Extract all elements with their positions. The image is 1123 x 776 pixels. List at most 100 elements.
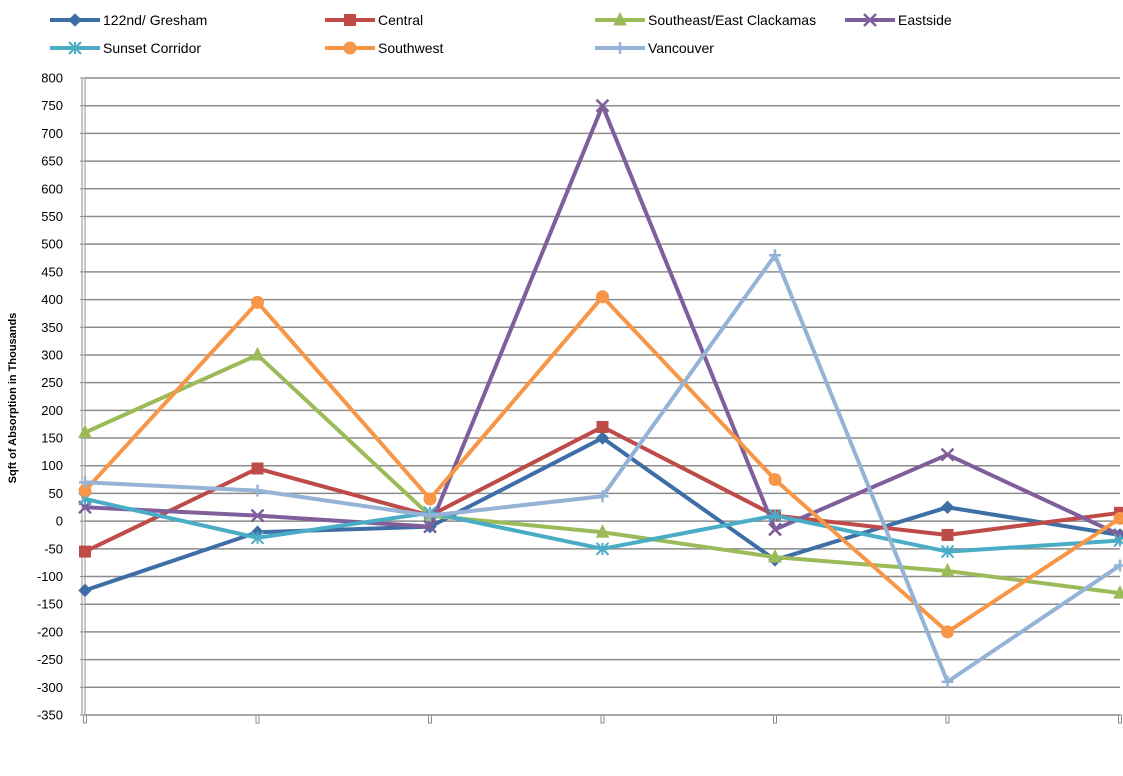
series-line (84, 352, 1121, 596)
y-tick-label: -350 (37, 708, 63, 723)
data-point (1113, 533, 1123, 548)
data-point (768, 473, 782, 487)
data-point (251, 295, 264, 309)
data-point (863, 13, 877, 27)
data-point (595, 98, 610, 113)
data-point (940, 447, 955, 462)
x-tick-mark (773, 714, 777, 724)
legend-label: Vancouver (648, 40, 714, 56)
data-point (768, 522, 782, 537)
data-point (595, 542, 610, 556)
series-group (78, 98, 1123, 542)
legend-entry: 122nd/ Gresham (50, 12, 207, 28)
data-point (596, 420, 609, 433)
y-tick-label: -200 (37, 624, 63, 639)
series-group (78, 492, 1123, 559)
data-point (595, 431, 610, 445)
y-tick-label: 500 (41, 237, 63, 252)
x-tick-mark (255, 714, 260, 724)
y-tick-label: 250 (41, 375, 63, 390)
data-point (613, 11, 627, 26)
y-axis-title: Sqft of Absorption in Thousands (7, 313, 19, 484)
y-tick-label: 600 (41, 181, 63, 196)
y-tick-label: 150 (41, 431, 63, 446)
x-tick-mark (83, 714, 87, 724)
y-tick-label: -50 (44, 541, 63, 556)
series-lines (78, 98, 1123, 688)
legend-entry: Vancouver (595, 40, 714, 56)
data-point (68, 41, 82, 55)
data-point (941, 625, 954, 639)
series-group (79, 249, 1123, 688)
legend: 122nd/ Gresham Central Southeast/East Clac… (50, 11, 952, 56)
data-point (78, 424, 92, 439)
x-tick-mark (428, 714, 432, 724)
data-point (940, 562, 955, 577)
x-tick-mark (1118, 714, 1122, 724)
y-tick-label: 350 (41, 320, 63, 335)
data-point (940, 500, 955, 514)
x-tick-mark (945, 714, 950, 724)
data-point (941, 528, 954, 541)
y-tick-label: 700 (41, 126, 63, 141)
data-point (250, 531, 265, 545)
legend-entry: Central (325, 12, 423, 28)
data-point (768, 508, 782, 523)
y-tick-label: 650 (41, 154, 63, 169)
legend-label: Sunset Corridor (103, 40, 201, 56)
y-tick-label: 400 (41, 292, 63, 307)
data-point (78, 583, 92, 598)
data-point (423, 519, 437, 534)
data-point (250, 346, 265, 361)
legend-label: Southwest (378, 40, 443, 56)
axes: -350 -300 -250 -200 -150 -100 -50 0 50 100 150 200 2… (37, 71, 1122, 724)
legend-entry: Sunset Corridor (50, 40, 201, 56)
data-point (1113, 585, 1123, 599)
legend-label: 122nd/ Gresham (103, 12, 207, 28)
y-tick-label: 0 (56, 514, 63, 529)
data-point (250, 508, 265, 523)
y-tick-label: 800 (41, 71, 63, 86)
x-tick-mark (600, 714, 605, 724)
data-point (596, 490, 609, 503)
legend-label: Eastside (898, 12, 952, 28)
series-group (78, 346, 1123, 599)
data-point (79, 545, 91, 558)
data-point (595, 524, 610, 538)
legend-entry: Eastside (845, 12, 952, 28)
data-point (423, 492, 437, 506)
data-point (941, 675, 954, 688)
legend-label: Southeast/East Clackamas (648, 12, 816, 28)
y-tick-label: -300 (37, 680, 63, 695)
data-point (343, 41, 357, 55)
data-point (1113, 511, 1123, 525)
data-point (768, 549, 782, 563)
data-point (614, 42, 626, 54)
data-point (79, 476, 91, 489)
y-tick-label: -250 (37, 652, 63, 667)
data-point (344, 14, 356, 26)
y-tick-label: -150 (37, 597, 63, 612)
y-tick-label: 200 (41, 403, 63, 418)
legend-entry: Southeast/East Clackamas (595, 11, 816, 28)
series-group (78, 290, 1123, 639)
y-tick-label: 100 (41, 458, 63, 473)
data-point (940, 544, 955, 559)
data-point (769, 249, 781, 262)
y-tick-label: 550 (41, 209, 63, 224)
legend-label: Central (378, 12, 423, 28)
y-tick-label: 50 (49, 486, 63, 501)
data-point (596, 290, 609, 304)
y-tick-label: -100 (37, 569, 63, 584)
data-point (1114, 559, 1123, 572)
data-point (424, 509, 436, 522)
data-point (251, 484, 264, 497)
y-tick-label: 450 (41, 264, 63, 279)
y-tick-label: 300 (41, 347, 63, 362)
data-point (68, 13, 82, 27)
data-point (251, 462, 264, 475)
legend-entry: Southwest (325, 40, 443, 56)
y-tick-label: 750 (41, 98, 63, 113)
